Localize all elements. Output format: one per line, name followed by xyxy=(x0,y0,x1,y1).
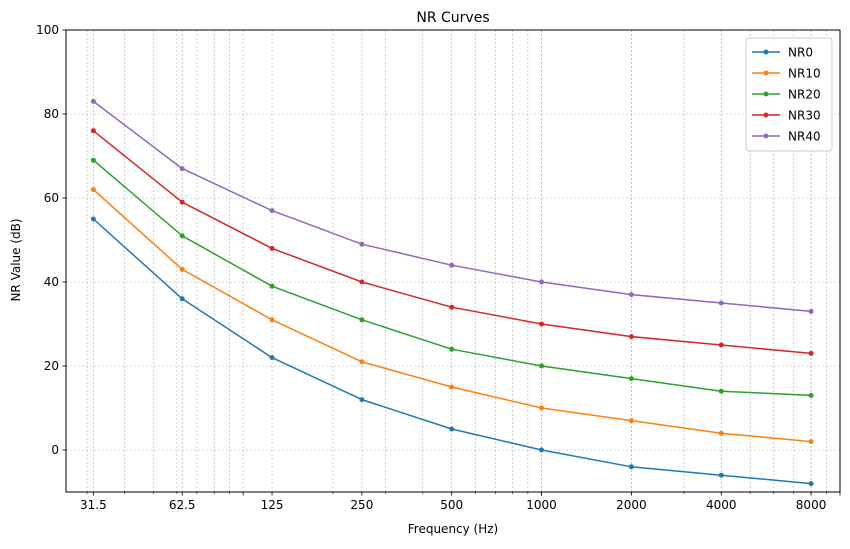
data-point-nr0 xyxy=(628,464,634,470)
data-point-nr10 xyxy=(718,430,724,436)
data-point-nr20 xyxy=(359,317,365,323)
y-tick-label: 100 xyxy=(36,23,59,37)
data-point-nr20 xyxy=(718,388,724,394)
x-tick-label: 8000 xyxy=(796,498,827,512)
series-nr10 xyxy=(90,187,814,445)
x-tick-label: 62.5 xyxy=(169,498,196,512)
y-tick-label: 0 xyxy=(51,443,59,457)
data-point-nr20 xyxy=(179,233,185,239)
data-point-nr0 xyxy=(90,216,96,222)
legend-item-nr30: NR30 xyxy=(752,109,821,123)
y-tick-label: 60 xyxy=(44,191,59,205)
data-point-nr40 xyxy=(269,208,275,214)
series-nr0 xyxy=(90,216,814,487)
data-point-nr20 xyxy=(449,346,455,352)
legend-marker-nr20 xyxy=(763,91,769,97)
data-point-nr10 xyxy=(628,418,634,424)
y-tick-label: 40 xyxy=(44,275,59,289)
legend-label-nr40: NR40 xyxy=(788,130,821,144)
data-point-nr10 xyxy=(449,384,455,390)
data-point-nr0 xyxy=(179,296,185,302)
plot-frame xyxy=(65,29,841,493)
data-point-nr30 xyxy=(449,304,455,310)
data-point-nr20 xyxy=(269,283,275,289)
legend-label-nr20: NR20 xyxy=(788,88,821,102)
legend-marker-nr0 xyxy=(763,49,769,55)
data-point-nr10 xyxy=(90,187,96,193)
legend-item-nr20: NR20 xyxy=(752,88,821,102)
legend-item-nr40: NR40 xyxy=(752,130,821,144)
data-point-nr30 xyxy=(179,199,185,205)
data-point-nr20 xyxy=(539,363,545,369)
legend-label-nr30: NR30 xyxy=(788,109,821,123)
x-axis-label: Frequency (Hz) xyxy=(408,522,499,536)
legend-box xyxy=(745,37,833,152)
data-point-nr30 xyxy=(359,279,365,285)
axes: 31.5 62.5 125 250 500 1000 2000 4000 8000 0 20 40 60… xyxy=(36,23,841,512)
chart-title: NR Curves xyxy=(416,10,489,26)
data-point-nr10 xyxy=(179,266,185,272)
legend-label-nr10: NR10 xyxy=(788,67,821,81)
x-tick-label: 1000 xyxy=(526,498,557,512)
legend-marker-nr30 xyxy=(763,112,769,118)
data-point-nr30 xyxy=(269,245,275,251)
legend-marker-nr10 xyxy=(763,70,769,76)
data-point-nr10 xyxy=(359,359,365,365)
data-point-nr0 xyxy=(718,472,724,478)
legend-marker-nr40 xyxy=(763,133,769,139)
legend: NR0 NR10 NR20 NR30 NR40 xyxy=(745,37,833,152)
y-tick-label: 80 xyxy=(44,107,59,121)
series-nr20 xyxy=(90,157,814,398)
data-point-nr30 xyxy=(808,350,814,356)
data-point-nr0 xyxy=(808,481,814,487)
x-tick-label: 250 xyxy=(350,498,373,512)
data-point-nr10 xyxy=(808,439,814,445)
x-tick-label: 125 xyxy=(261,498,284,512)
data-point-nr40 xyxy=(90,98,96,104)
x-tick-label: 4000 xyxy=(706,498,737,512)
data-point-nr40 xyxy=(628,292,634,298)
data-point-nr40 xyxy=(179,166,185,172)
data-point-nr0 xyxy=(269,355,275,361)
series-nr40 xyxy=(90,98,814,314)
data-point-nr20 xyxy=(90,157,96,163)
legend-item-nr10: NR10 xyxy=(752,67,821,81)
legend-item-nr0: NR0 xyxy=(752,46,813,60)
data-point-nr10 xyxy=(269,317,275,323)
data-point-nr0 xyxy=(449,426,455,432)
data-point-nr30 xyxy=(628,334,634,340)
data-point-nr20 xyxy=(808,392,814,398)
x-tick-label: 2000 xyxy=(616,498,647,512)
data-point-nr40 xyxy=(449,262,455,268)
data-point-nr30 xyxy=(539,321,545,327)
data-point-nr30 xyxy=(718,342,724,348)
data-point-nr40 xyxy=(539,279,545,285)
data-point-nr40 xyxy=(359,241,365,247)
series-lines xyxy=(90,98,814,487)
legend-label-nr0: NR0 xyxy=(788,46,813,60)
data-point-nr40 xyxy=(808,308,814,314)
x-tick-label: 500 xyxy=(440,498,463,512)
data-point-nr40 xyxy=(718,300,724,306)
data-point-nr30 xyxy=(90,128,96,134)
series-nr30 xyxy=(90,128,814,356)
data-point-nr20 xyxy=(628,376,634,382)
data-point-nr0 xyxy=(539,447,545,453)
data-point-nr0 xyxy=(359,397,365,403)
x-tick-label: 31.5 xyxy=(80,498,107,512)
y-axis-label: NR Value (dB) xyxy=(9,218,23,301)
y-tick-label: 20 xyxy=(44,359,59,373)
data-point-nr10 xyxy=(539,405,545,411)
